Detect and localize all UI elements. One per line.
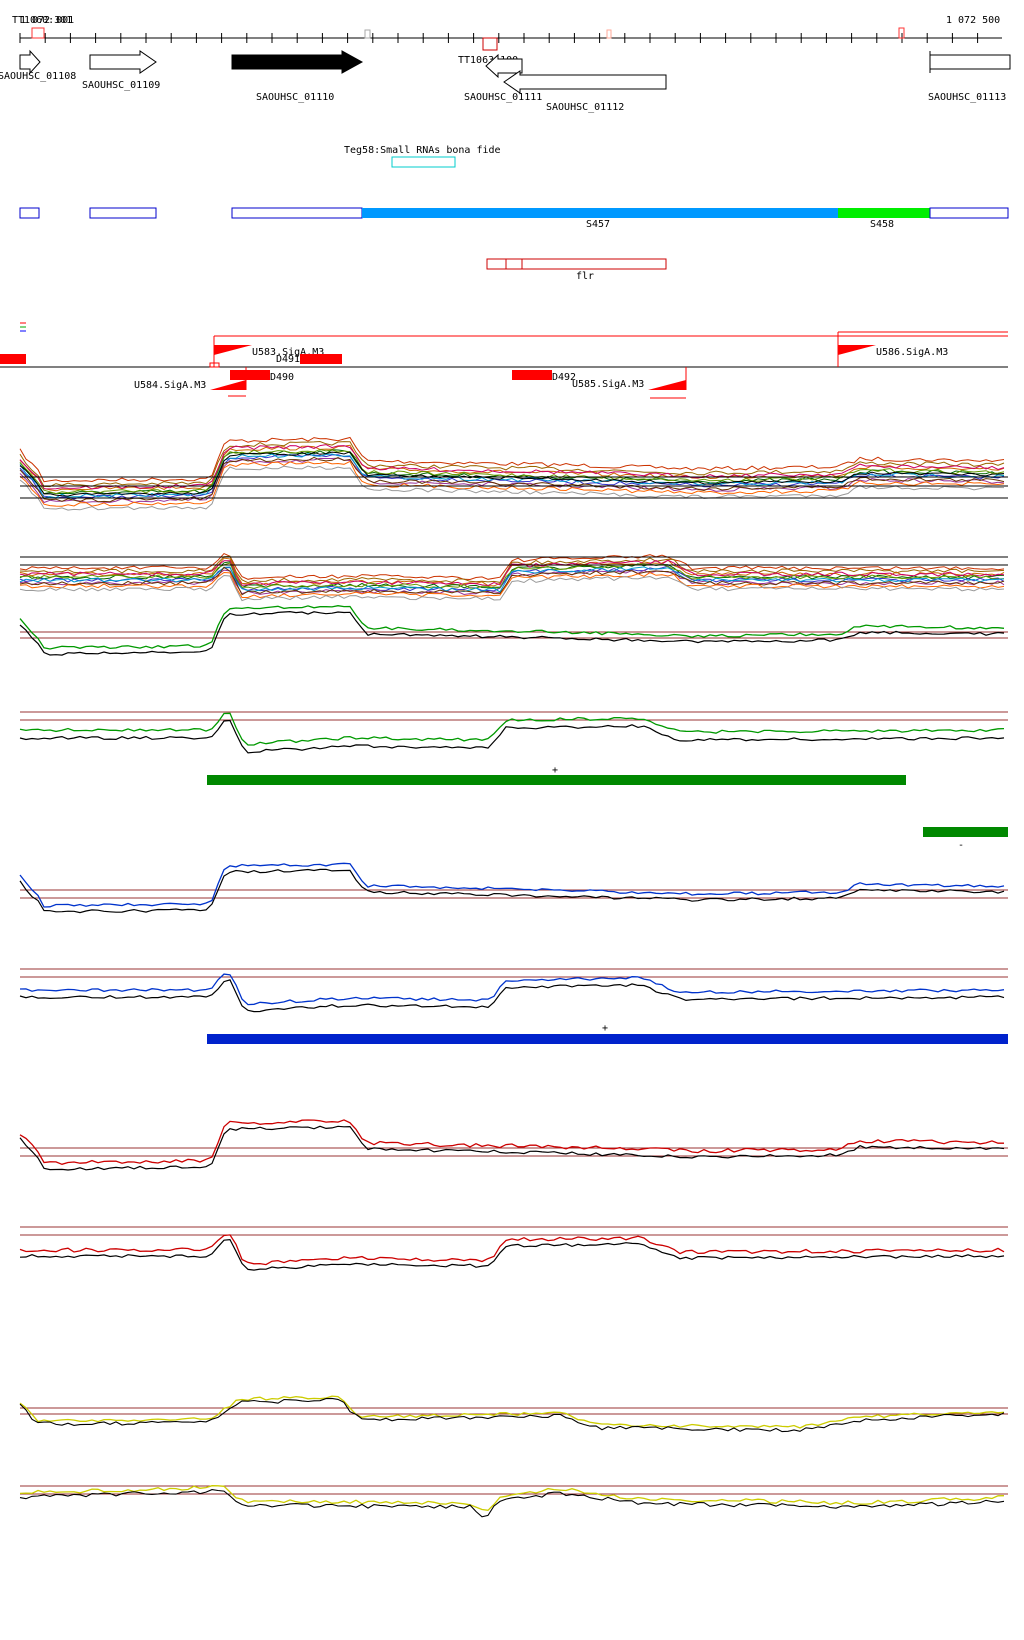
gene-label: SAOUHSC_01111 (464, 92, 542, 103)
segment-box[interactable] (19, 207, 40, 219)
d490-label: D490 (270, 372, 294, 383)
all-plus-profile (19, 436, 1005, 483)
all-minus-profile (19, 559, 1005, 587)
red-plus-profile (19, 1119, 1004, 1165)
yellow-plus-profile (19, 1397, 1005, 1433)
gene-label: SAOUHSC_01110 (256, 92, 334, 103)
u583-promoter[interactable] (214, 345, 252, 355)
blue-minus-profile (19, 973, 1005, 1006)
ruler-tss-mark (898, 27, 905, 39)
d491-label: D491 (276, 354, 300, 365)
gene-saouhsc-01110[interactable]: SAOUHSC_01110 (231, 50, 364, 103)
red-plus-profile (19, 1125, 1005, 1171)
all-minus-profile (19, 555, 1005, 584)
gene-track: SAOUHSC_01108 SAOUHSC_01109 SAOUHSC_0111… (0, 49, 1011, 113)
ruler-end-position: 1 072 500 (946, 15, 1000, 26)
segment-s458[interactable] (838, 208, 930, 218)
d490-box[interactable] (230, 370, 270, 380)
all-plus-profile (19, 452, 1005, 499)
ruler-tss-mark (482, 37, 498, 51)
red-minus-profile (19, 1234, 1005, 1266)
all-minus-profile (19, 566, 1005, 593)
blue-plus-profile (19, 862, 1005, 908)
segment-box[interactable] (231, 207, 363, 219)
segment-s457[interactable] (362, 208, 838, 218)
gene-label: SAOUHSC_01112 (546, 102, 624, 113)
u585-promoter[interactable] (648, 380, 686, 390)
gene-saouhsc-01109[interactable]: SAOUHSC_01109 (82, 50, 160, 91)
green-plus-profile (19, 610, 1005, 656)
tss-label: TT1063:100 (458, 55, 518, 66)
coordinate-ruler: TT1060:301 1 072 001 1 072 500 TT1063:10… (12, 15, 1002, 66)
green-minus-profile (19, 712, 1005, 746)
gene-saouhsc-01112[interactable]: SAOUHSC_01112 (503, 70, 667, 113)
u586-label: U586.SigA.M3 (876, 347, 948, 358)
blue-minus-profile (19, 979, 1005, 1013)
yellow-minus-profile (19, 1489, 1005, 1518)
segment-s458-label: S458 (870, 219, 894, 230)
all-plus-profile (19, 444, 1005, 490)
all-minus-profile (19, 571, 1005, 599)
ruler-tss-mark (31, 27, 45, 39)
gene-label: SAOUHSC_01113 (928, 92, 1006, 103)
yellow-minus-profile (19, 1485, 1005, 1511)
segment-box[interactable] (89, 207, 157, 219)
blue-plus-bar-label: + (602, 1023, 608, 1034)
green-minus-profile (19, 719, 1005, 754)
gene-label: SAOUHSC_01108 (0, 71, 76, 82)
gene-saouhsc-01108[interactable]: SAOUHSC_01108 (0, 49, 76, 82)
flr-box[interactable] (486, 258, 667, 270)
all-plus-profile (19, 456, 1005, 503)
all-minus-profile (19, 574, 1005, 602)
u584-label: U584.SigA.M3 (134, 380, 206, 391)
d491-box[interactable] (300, 354, 342, 364)
srna-box[interactable] (391, 156, 456, 168)
gene-label: SAOUHSC_01109 (82, 80, 160, 91)
left-terminator[interactable] (0, 354, 26, 364)
green-minus-segment-bar[interactable] (923, 827, 1008, 837)
ruler-start-position: 1 072 001 (20, 15, 74, 26)
all-plus-profile (19, 440, 1005, 488)
green-plus-profile (19, 605, 1005, 650)
blue-plus-profile (19, 868, 1005, 914)
green-minus-bar-label: - (958, 840, 964, 851)
all-plus-profile (19, 448, 1005, 495)
srna-label: Teg58:Small RNAs bona fide (344, 145, 501, 156)
all-plus-profile (19, 457, 1005, 504)
gene-saouhsc-01113[interactable]: SAOUHSC_01113 (928, 51, 1011, 103)
segment-s457-label: S457 (586, 219, 610, 230)
flr-track: flr (486, 258, 667, 282)
all-minus-profile (19, 552, 1005, 581)
red-minus-profile (19, 1238, 1005, 1271)
blue-plus-segment-bar[interactable] (207, 1034, 1008, 1044)
segment-box[interactable] (929, 207, 1009, 219)
u583-label: U583.SigA.M3 (252, 347, 324, 358)
flr-label: flr (576, 271, 594, 282)
all-minus-profile (19, 566, 1005, 596)
yellow-plus-profile (19, 1395, 1005, 1429)
ruler-tss-mark (364, 29, 371, 39)
segment-track: S457 S458 (19, 207, 1009, 230)
gene-saouhsc-01111[interactable]: SAOUHSC_01111 (464, 53, 542, 103)
all-plus-profile (19, 444, 1005, 492)
ruler-ticks (19, 33, 979, 43)
ruler-start-label: TT1060:301 (12, 15, 72, 26)
regulatory-track: U583.SigA.M3 D491 D490 U584.SigA.M3 D492… (0, 322, 1008, 399)
expression-tracks (19, 436, 1008, 1518)
srna-track: Teg58:Small RNAs bona fide (344, 145, 501, 168)
ruler-tss-mark (606, 29, 612, 39)
green-plus-bar-label: + (552, 765, 558, 776)
u586-promoter[interactable] (838, 345, 876, 355)
all-plus-profile (19, 465, 1005, 511)
d492-label: D492 (552, 372, 576, 383)
green-plus-segment-bar[interactable] (207, 775, 906, 785)
u585-label: U585.SigA.M3 (572, 379, 644, 390)
d492-box[interactable] (512, 370, 552, 380)
u584-promoter[interactable] (210, 380, 246, 390)
all-minus-profile (19, 561, 1005, 589)
